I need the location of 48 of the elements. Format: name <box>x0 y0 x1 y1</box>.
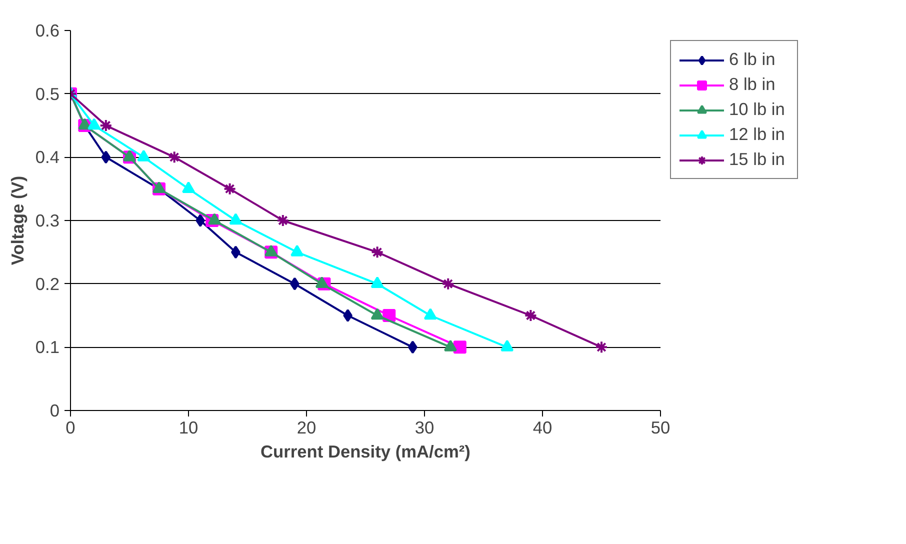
y-axis-title: Voltage (V) <box>7 176 28 266</box>
x-tick-label: 20 <box>296 418 316 438</box>
x-tick-label: 40 <box>532 418 552 438</box>
y-tick-label: 0 <box>50 400 60 420</box>
point <box>290 277 300 290</box>
y-tick-label: 0.5 <box>35 84 60 104</box>
legend-label: 6 lb in <box>729 49 776 70</box>
point <box>315 276 328 288</box>
x-tick-label: 10 <box>178 418 198 438</box>
point <box>408 340 418 354</box>
x-axis-title: Current Density (mA/cm²) <box>260 442 470 462</box>
point <box>231 246 240 259</box>
y-tick-label: 0.6 <box>35 20 60 40</box>
point <box>168 150 181 164</box>
x-tick-label: 50 <box>650 418 670 438</box>
legend-label: 12 lb in <box>729 124 786 145</box>
point <box>453 340 466 354</box>
point <box>99 119 112 132</box>
legend-label: 8 lb in <box>729 74 776 95</box>
legend-label: 15 lb in <box>729 149 786 170</box>
point <box>595 340 608 354</box>
point <box>370 308 384 320</box>
point <box>196 214 205 227</box>
y-tick-label: 0.3 <box>35 210 60 230</box>
x-tick-label: 0 <box>66 418 76 438</box>
point <box>229 213 242 225</box>
point <box>223 182 236 196</box>
point <box>123 150 136 162</box>
point <box>290 244 304 256</box>
point <box>370 246 384 259</box>
point <box>264 244 278 256</box>
x-tick-label: 30 <box>414 418 434 438</box>
point <box>444 340 457 352</box>
point <box>182 181 195 194</box>
point <box>137 150 150 162</box>
y-tick-label: 0.4 <box>35 147 60 168</box>
point <box>343 309 352 322</box>
point <box>370 276 384 288</box>
point <box>442 277 455 290</box>
legend-label: 10 lb in <box>729 99 786 120</box>
y-tick-label: 0.2 <box>35 274 60 294</box>
point <box>88 118 101 130</box>
point <box>500 340 514 352</box>
point <box>424 308 437 320</box>
point <box>524 309 538 322</box>
y-tick-label: 0.1 <box>35 337 60 358</box>
point <box>101 150 111 164</box>
point <box>276 214 290 227</box>
